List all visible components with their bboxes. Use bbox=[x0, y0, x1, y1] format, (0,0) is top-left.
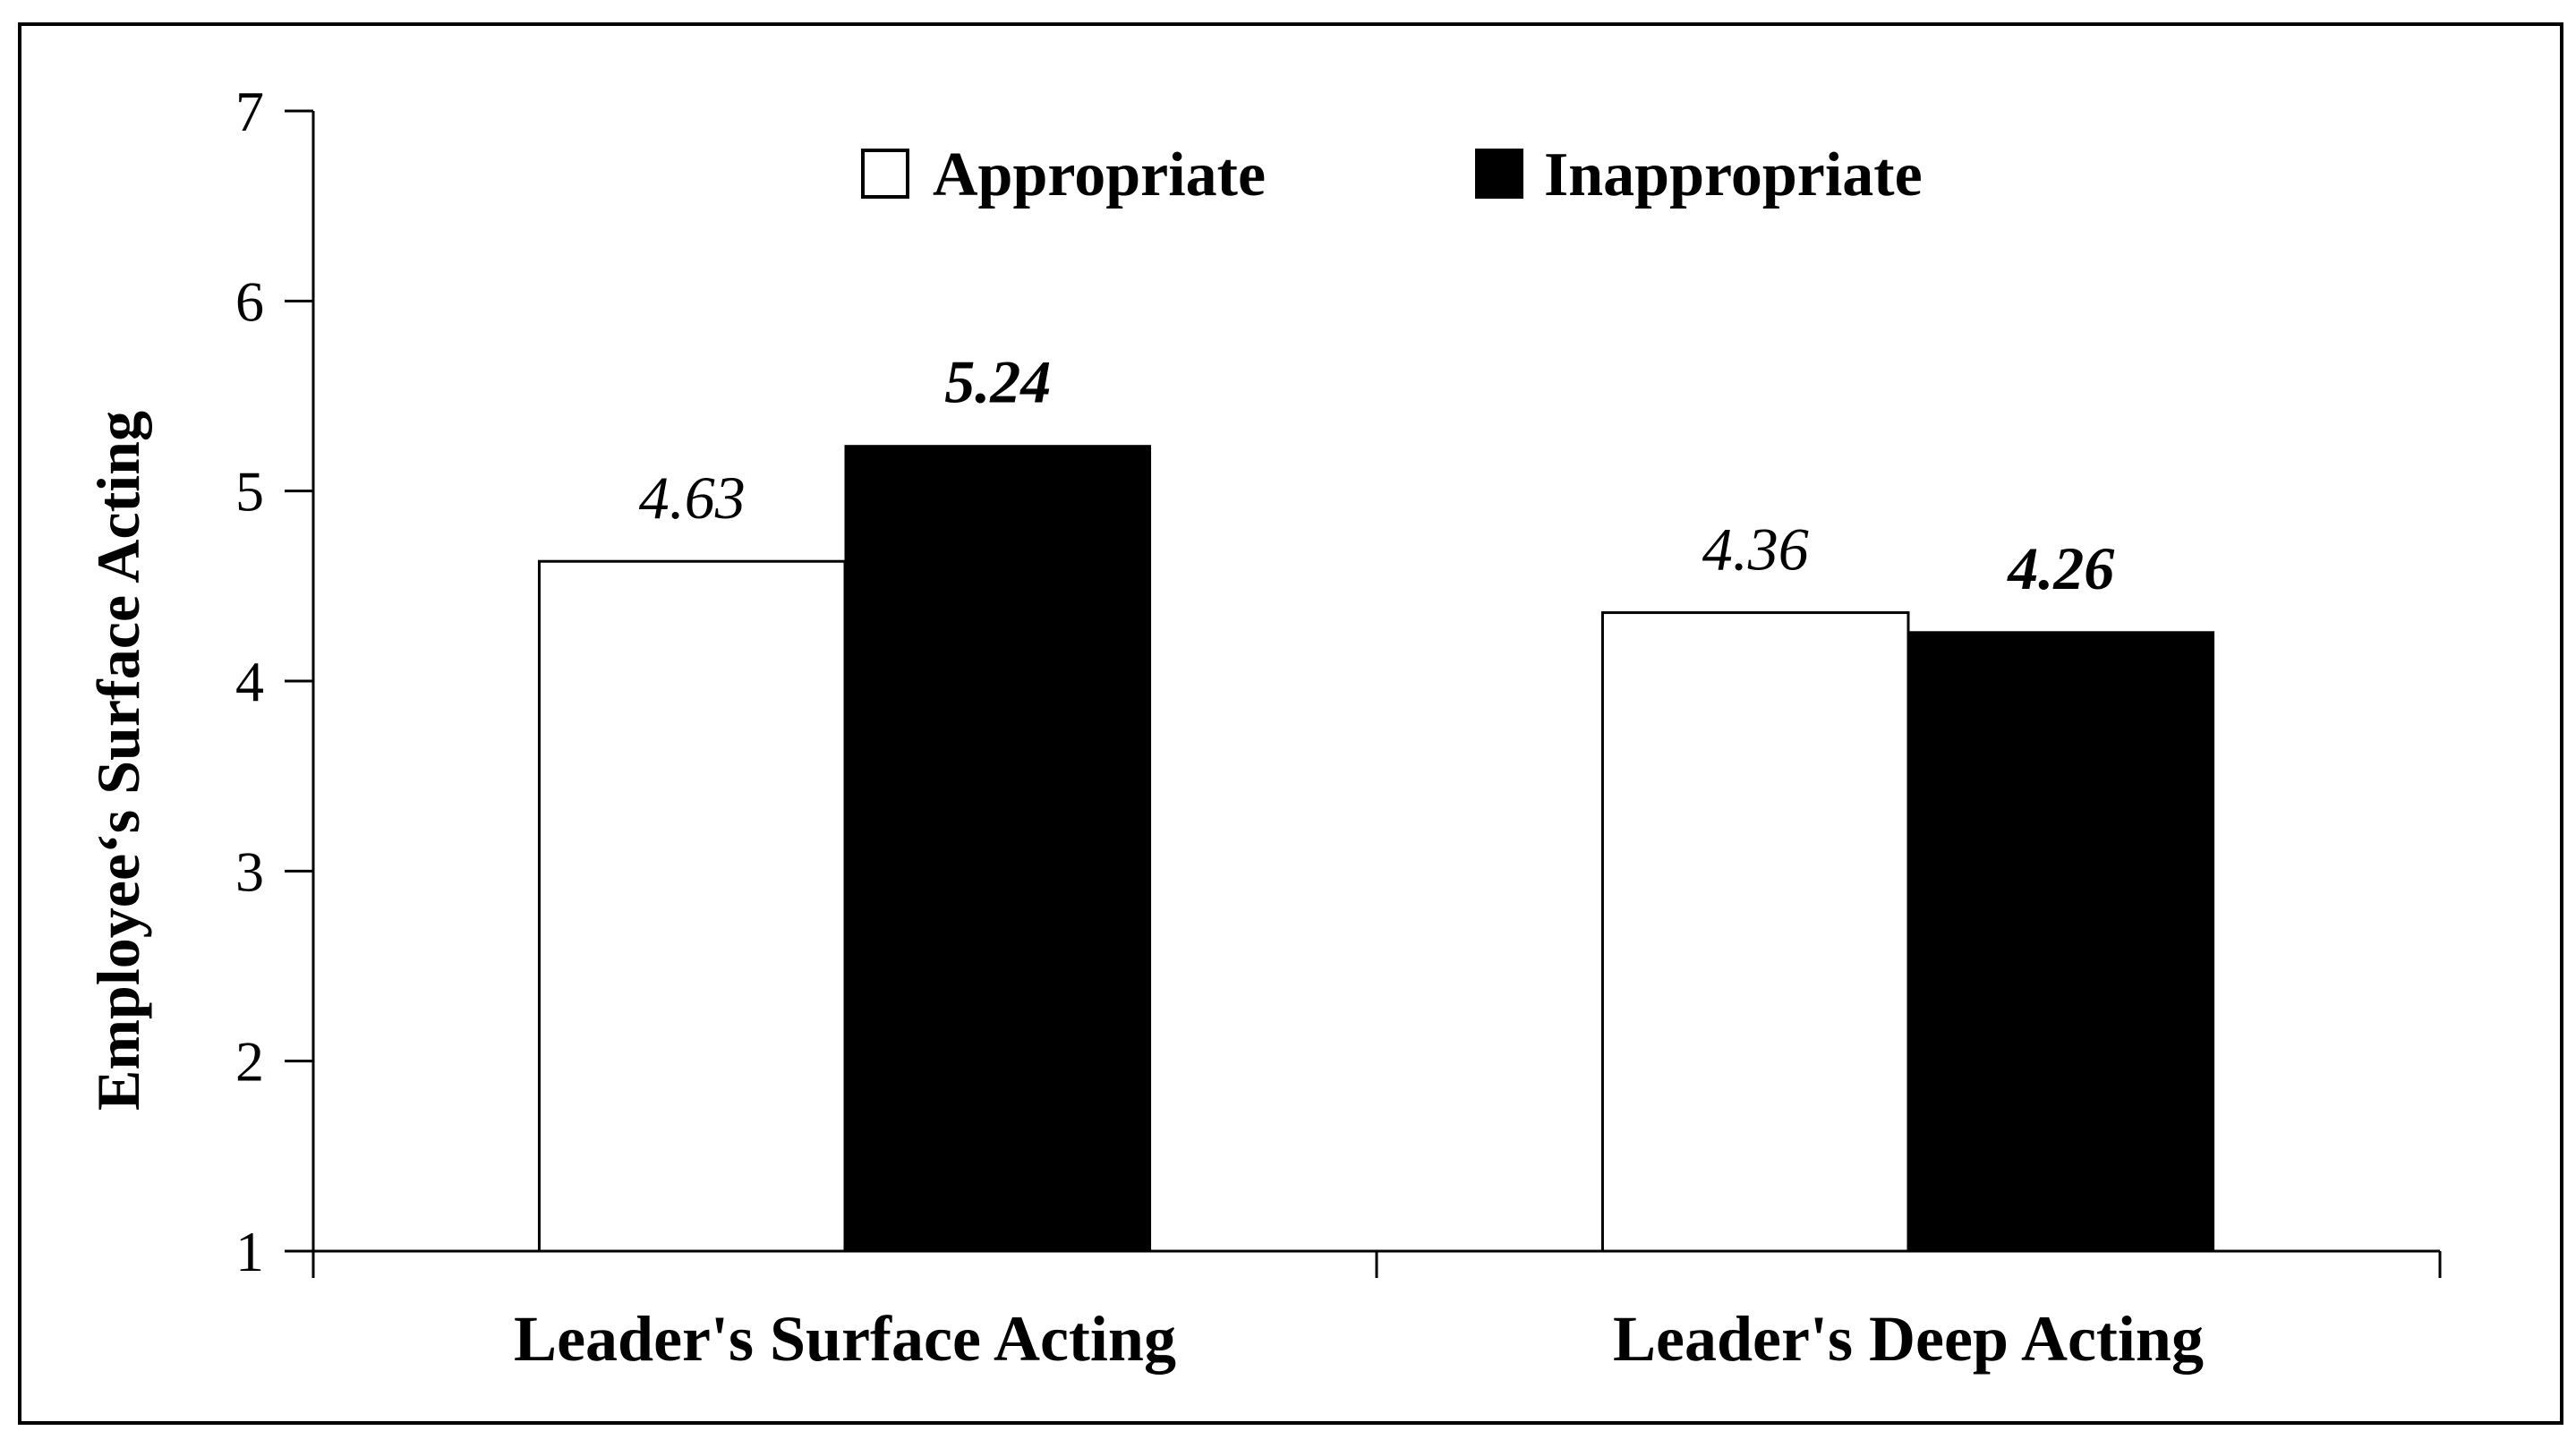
legend-label-appropriate: Appropriate bbox=[933, 141, 1266, 209]
legend-swatch-inappropriate bbox=[1475, 149, 1523, 199]
bar-appropriate bbox=[537, 559, 847, 1253]
x-category-label: Leader's Surface Acting bbox=[514, 1303, 1176, 1375]
bar-value-label: 4.36 bbox=[1702, 515, 1809, 583]
bar-value-labels: 4.63 5.24 4.36 4.26 bbox=[639, 348, 2115, 602]
legend-label-inappropriate: Inappropriate bbox=[1544, 141, 1923, 209]
x-axis: Leader's Surface Acting Leader's Deep Act… bbox=[311, 1249, 2442, 1375]
legend: Appropriate Inappropriate bbox=[861, 141, 1923, 209]
bar-inappropriate bbox=[844, 445, 1152, 1252]
y-tick-label: 1 bbox=[235, 1220, 264, 1283]
x-category-label: Leader's Deep Acting bbox=[1613, 1303, 2204, 1375]
legend-swatch-appropriate bbox=[861, 149, 909, 199]
y-tick-label: 3 bbox=[235, 839, 264, 903]
y-tick-label: 4 bbox=[235, 650, 264, 713]
bars bbox=[537, 445, 2215, 1253]
bar-value-label: 4.63 bbox=[639, 464, 746, 532]
bar-inappropriate bbox=[1907, 631, 2215, 1252]
bar-appropriate bbox=[1600, 611, 1910, 1253]
y-tick-label: 5 bbox=[235, 460, 264, 524]
y-tick-label: 7 bbox=[235, 80, 264, 143]
bar-value-label: 4.26 bbox=[2006, 534, 2114, 602]
y-axis: 1 2 3 4 5 6 7 bbox=[235, 80, 315, 1283]
y-tick-label: 2 bbox=[235, 1030, 264, 1094]
y-axis-title: Employee‘s Surface Acting bbox=[84, 411, 152, 1111]
y-tick-label: 6 bbox=[235, 269, 264, 333]
bar-value-label: 5.24 bbox=[944, 348, 1051, 416]
